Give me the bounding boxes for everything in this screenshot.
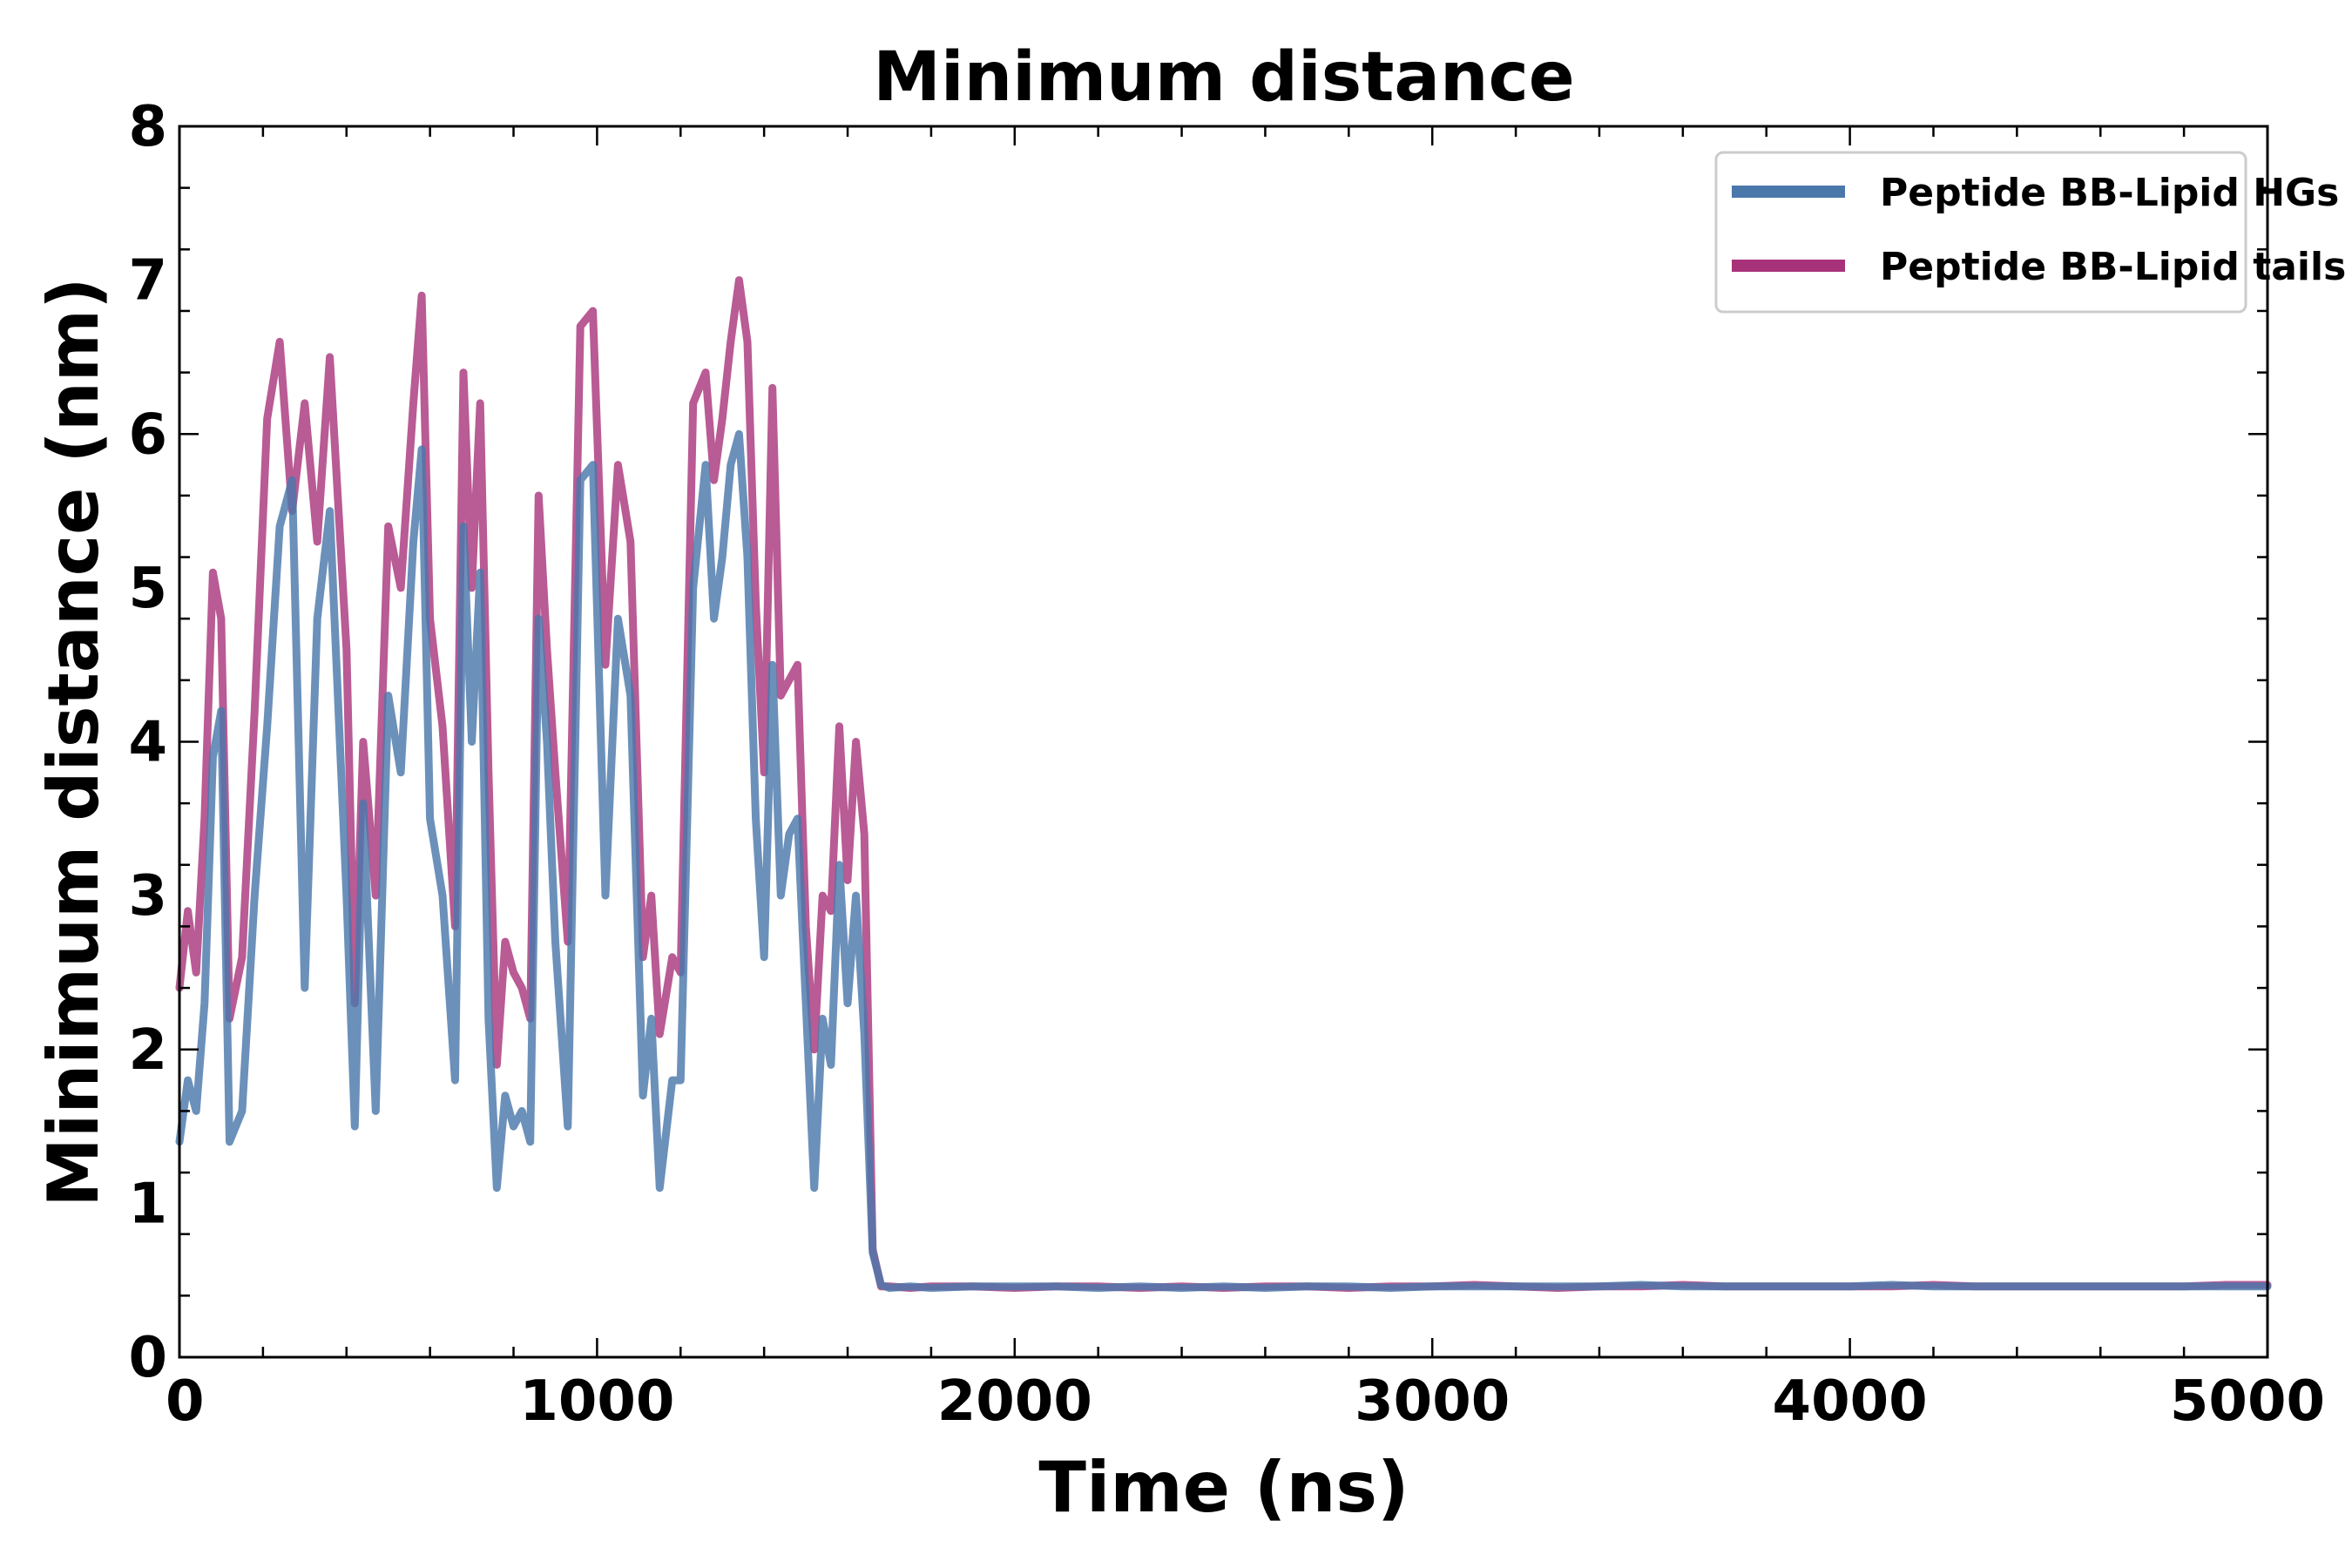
- y-tick-label: 6: [128, 402, 167, 467]
- series-layer: [175, 276, 2272, 1292]
- x-tick-label: 3000: [1355, 1369, 1510, 1434]
- y-tick-label: 3: [128, 864, 167, 929]
- x-tick-labels: 0 1000 2000 3000 4000 5000: [166, 1369, 2325, 1434]
- x-axis-label: Time (ns): [1038, 1447, 1409, 1528]
- x-tick-label: 5000: [2170, 1369, 2325, 1434]
- x-tick-label: 1000: [519, 1369, 674, 1434]
- y-tick-label: 5: [128, 557, 167, 621]
- plot-frame: [178, 125, 2269, 1359]
- y-tick-label: 0: [128, 1326, 167, 1390]
- y-tick-labels: 0 1 2 3 4 5 6 7 8: [128, 95, 167, 1390]
- series-line-hgs: [175, 429, 2272, 1292]
- chart-title: Minimum distance: [873, 38, 1574, 117]
- x-tick-label: 0: [166, 1369, 205, 1434]
- legend-label-tails: Peptide BB-Lipid tails: [1880, 245, 2346, 289]
- y-axis-label: Minimum distance (nm): [33, 277, 114, 1206]
- y-tick-label: 8: [128, 95, 167, 159]
- plot-area: [179, 126, 2268, 1357]
- y-tick-label: 4: [128, 711, 167, 775]
- y-tick-label: 7: [128, 249, 167, 314]
- legend-frame: [1714, 151, 2247, 314]
- legend-label-hgs: Peptide BB-Lipid HGs: [1880, 171, 2339, 215]
- x-tick-label: 4000: [1773, 1369, 1928, 1434]
- y-tick-label: 2: [128, 1018, 167, 1083]
- x-tick-label: 2000: [937, 1369, 1092, 1434]
- legend: Peptide BB-Lipid HGs Peptide BB-Lipid ta…: [1714, 151, 2346, 314]
- y-tick-label: 1: [128, 1172, 167, 1236]
